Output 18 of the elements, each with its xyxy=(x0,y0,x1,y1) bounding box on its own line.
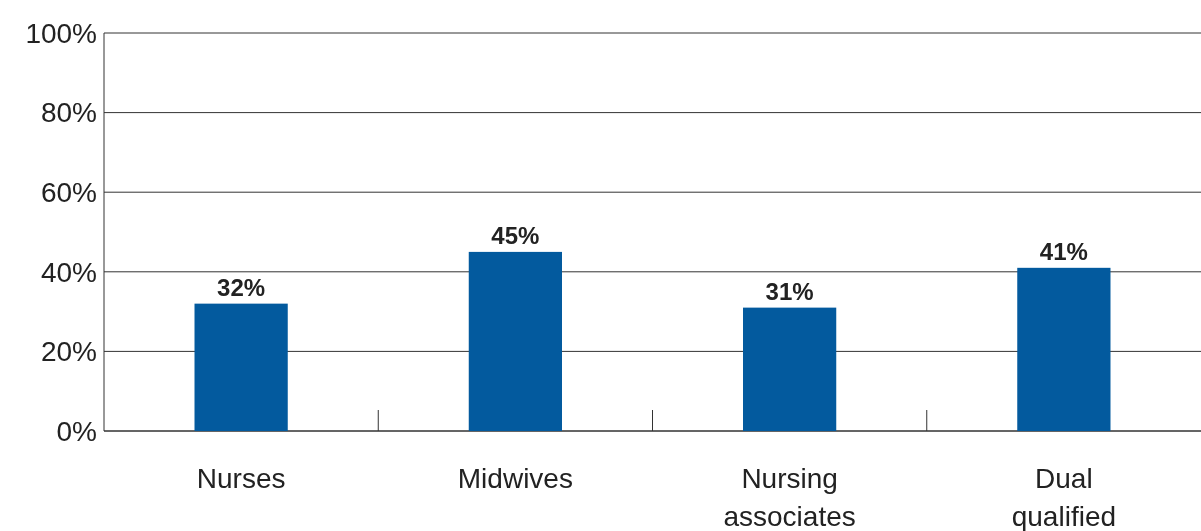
y-tick-label: 0% xyxy=(56,415,97,447)
bar xyxy=(194,303,288,431)
data-label: 31% xyxy=(765,277,814,305)
y-tick-label: 20% xyxy=(40,336,97,368)
data-label: 41% xyxy=(1039,237,1088,265)
x-tick-label: Nurses xyxy=(196,463,286,494)
y-tick-label: 80% xyxy=(40,97,97,129)
bar xyxy=(468,251,562,431)
data-label: 45% xyxy=(491,221,540,249)
y-tick-label: 60% xyxy=(40,177,97,208)
x-tick-label: Dual qualified xyxy=(1011,463,1117,531)
x-tick-label: Nursing associates xyxy=(723,463,856,531)
y-tick-label: 100% xyxy=(25,17,97,49)
bar xyxy=(1017,267,1111,431)
bar xyxy=(743,307,837,431)
y-tick-label: 40% xyxy=(40,256,97,288)
x-tick-label: Midwives xyxy=(457,463,573,494)
data-label: 32% xyxy=(217,273,266,301)
